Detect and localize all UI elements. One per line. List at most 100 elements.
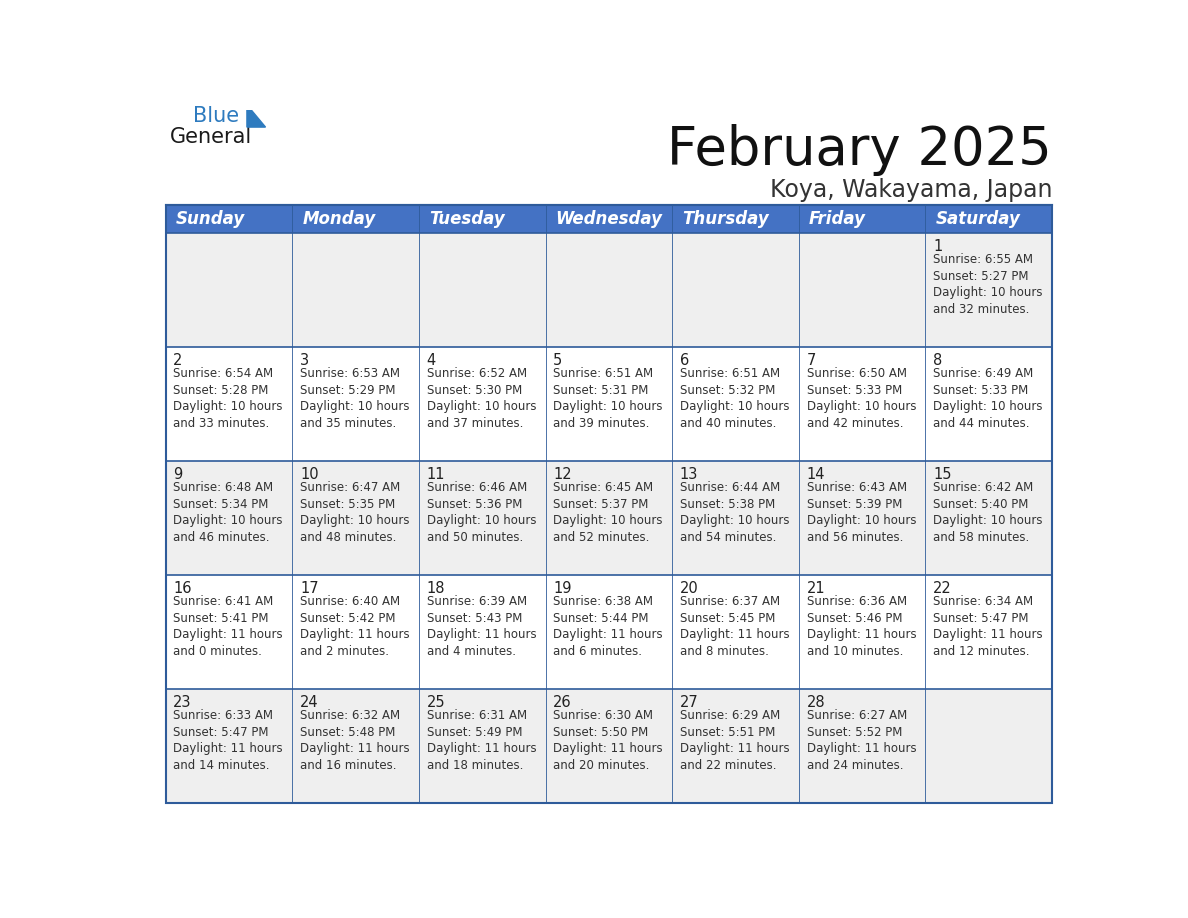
Bar — [672, 347, 798, 461]
Bar — [292, 461, 419, 576]
Text: Sunrise: 6:49 AM
Sunset: 5:33 PM
Daylight: 10 hours
and 44 minutes.: Sunrise: 6:49 AM Sunset: 5:33 PM Dayligh… — [934, 367, 1043, 430]
Text: 12: 12 — [554, 466, 571, 482]
Text: Sunrise: 6:44 AM
Sunset: 5:38 PM
Daylight: 10 hours
and 54 minutes.: Sunrise: 6:44 AM Sunset: 5:38 PM Dayligh… — [680, 481, 790, 543]
Text: Sunrise: 6:41 AM
Sunset: 5:41 PM
Daylight: 11 hours
and 0 minutes.: Sunrise: 6:41 AM Sunset: 5:41 PM Dayligh… — [173, 595, 283, 658]
Text: Sunrise: 6:46 AM
Sunset: 5:36 PM
Daylight: 10 hours
and 50 minutes.: Sunrise: 6:46 AM Sunset: 5:36 PM Dayligh… — [426, 481, 536, 543]
Text: Sunrise: 6:48 AM
Sunset: 5:34 PM
Daylight: 10 hours
and 46 minutes.: Sunrise: 6:48 AM Sunset: 5:34 PM Dayligh… — [173, 481, 283, 543]
Bar — [798, 347, 925, 461]
Text: 26: 26 — [554, 695, 571, 710]
Text: 6: 6 — [680, 353, 689, 368]
Text: 20: 20 — [680, 580, 699, 596]
Bar — [165, 206, 1053, 803]
Text: Sunrise: 6:51 AM
Sunset: 5:32 PM
Daylight: 10 hours
and 40 minutes.: Sunrise: 6:51 AM Sunset: 5:32 PM Dayligh… — [680, 367, 790, 430]
Bar — [672, 576, 798, 689]
Text: 1: 1 — [934, 239, 942, 253]
Bar — [292, 576, 419, 689]
Text: 17: 17 — [299, 580, 318, 596]
Bar — [165, 206, 292, 233]
Text: Sunday: Sunday — [176, 210, 245, 229]
Bar — [798, 206, 925, 233]
Bar — [925, 206, 1053, 233]
Text: Sunrise: 6:42 AM
Sunset: 5:40 PM
Daylight: 10 hours
and 58 minutes.: Sunrise: 6:42 AM Sunset: 5:40 PM Dayligh… — [934, 481, 1043, 543]
Bar — [419, 206, 545, 233]
Bar — [292, 233, 419, 347]
Bar — [798, 689, 925, 803]
Text: Sunrise: 6:54 AM
Sunset: 5:28 PM
Daylight: 10 hours
and 33 minutes.: Sunrise: 6:54 AM Sunset: 5:28 PM Dayligh… — [173, 367, 283, 430]
Bar — [545, 576, 672, 689]
Bar — [798, 233, 925, 347]
Bar — [925, 576, 1053, 689]
Text: 10: 10 — [299, 466, 318, 482]
Text: 11: 11 — [426, 466, 446, 482]
Bar — [798, 576, 925, 689]
Bar — [292, 206, 419, 233]
Bar — [419, 461, 545, 576]
Text: 15: 15 — [934, 466, 952, 482]
Polygon shape — [247, 105, 266, 127]
Text: 7: 7 — [807, 353, 816, 368]
Text: Sunrise: 6:33 AM
Sunset: 5:47 PM
Daylight: 11 hours
and 14 minutes.: Sunrise: 6:33 AM Sunset: 5:47 PM Dayligh… — [173, 710, 283, 772]
Bar — [292, 689, 419, 803]
Text: 3: 3 — [299, 353, 309, 368]
Text: Sunrise: 6:36 AM
Sunset: 5:46 PM
Daylight: 11 hours
and 10 minutes.: Sunrise: 6:36 AM Sunset: 5:46 PM Dayligh… — [807, 595, 916, 658]
Bar — [165, 233, 292, 347]
Bar — [545, 233, 672, 347]
Text: Sunrise: 6:32 AM
Sunset: 5:48 PM
Daylight: 11 hours
and 16 minutes.: Sunrise: 6:32 AM Sunset: 5:48 PM Dayligh… — [299, 710, 410, 772]
Text: Friday: Friday — [809, 210, 866, 229]
Text: 5: 5 — [554, 353, 563, 368]
Text: General: General — [170, 127, 252, 147]
Text: Sunrise: 6:30 AM
Sunset: 5:50 PM
Daylight: 11 hours
and 20 minutes.: Sunrise: 6:30 AM Sunset: 5:50 PM Dayligh… — [554, 710, 663, 772]
Text: 27: 27 — [680, 695, 699, 710]
Text: Monday: Monday — [302, 210, 375, 229]
Text: 24: 24 — [299, 695, 318, 710]
Bar — [672, 461, 798, 576]
Bar — [419, 576, 545, 689]
Text: Sunrise: 6:29 AM
Sunset: 5:51 PM
Daylight: 11 hours
and 22 minutes.: Sunrise: 6:29 AM Sunset: 5:51 PM Dayligh… — [680, 710, 790, 772]
Text: Sunrise: 6:50 AM
Sunset: 5:33 PM
Daylight: 10 hours
and 42 minutes.: Sunrise: 6:50 AM Sunset: 5:33 PM Dayligh… — [807, 367, 916, 430]
Bar — [419, 347, 545, 461]
Text: 13: 13 — [680, 466, 699, 482]
Text: Sunrise: 6:43 AM
Sunset: 5:39 PM
Daylight: 10 hours
and 56 minutes.: Sunrise: 6:43 AM Sunset: 5:39 PM Dayligh… — [807, 481, 916, 543]
Bar — [798, 461, 925, 576]
Bar — [672, 689, 798, 803]
Text: Sunrise: 6:31 AM
Sunset: 5:49 PM
Daylight: 11 hours
and 18 minutes.: Sunrise: 6:31 AM Sunset: 5:49 PM Dayligh… — [426, 710, 536, 772]
Bar — [419, 689, 545, 803]
Bar — [165, 461, 292, 576]
Bar — [672, 206, 798, 233]
Text: Sunrise: 6:51 AM
Sunset: 5:31 PM
Daylight: 10 hours
and 39 minutes.: Sunrise: 6:51 AM Sunset: 5:31 PM Dayligh… — [554, 367, 663, 430]
Text: 22: 22 — [934, 580, 952, 596]
Text: 21: 21 — [807, 580, 826, 596]
Text: 8: 8 — [934, 353, 942, 368]
Bar — [292, 347, 419, 461]
Text: Sunrise: 6:45 AM
Sunset: 5:37 PM
Daylight: 10 hours
and 52 minutes.: Sunrise: 6:45 AM Sunset: 5:37 PM Dayligh… — [554, 481, 663, 543]
Bar — [925, 233, 1053, 347]
Text: Sunrise: 6:37 AM
Sunset: 5:45 PM
Daylight: 11 hours
and 8 minutes.: Sunrise: 6:37 AM Sunset: 5:45 PM Dayligh… — [680, 595, 790, 658]
Text: Sunrise: 6:39 AM
Sunset: 5:43 PM
Daylight: 11 hours
and 4 minutes.: Sunrise: 6:39 AM Sunset: 5:43 PM Dayligh… — [426, 595, 536, 658]
Text: 14: 14 — [807, 466, 826, 482]
Bar — [165, 689, 292, 803]
Bar — [545, 206, 672, 233]
Bar — [545, 461, 672, 576]
Text: Wednesday: Wednesday — [556, 210, 663, 229]
Text: 4: 4 — [426, 353, 436, 368]
Text: 2: 2 — [173, 353, 183, 368]
Text: Sunrise: 6:40 AM
Sunset: 5:42 PM
Daylight: 11 hours
and 2 minutes.: Sunrise: 6:40 AM Sunset: 5:42 PM Dayligh… — [299, 595, 410, 658]
Text: Koya, Wakayama, Japan: Koya, Wakayama, Japan — [770, 178, 1053, 202]
Text: 16: 16 — [173, 580, 191, 596]
Text: February 2025: February 2025 — [668, 124, 1053, 176]
Text: 25: 25 — [426, 695, 446, 710]
Text: Saturday: Saturday — [936, 210, 1020, 229]
Text: 18: 18 — [426, 580, 446, 596]
Text: Sunrise: 6:38 AM
Sunset: 5:44 PM
Daylight: 11 hours
and 6 minutes.: Sunrise: 6:38 AM Sunset: 5:44 PM Dayligh… — [554, 595, 663, 658]
Bar — [925, 689, 1053, 803]
Text: 28: 28 — [807, 695, 826, 710]
Text: Thursday: Thursday — [682, 210, 769, 229]
Text: Sunrise: 6:47 AM
Sunset: 5:35 PM
Daylight: 10 hours
and 48 minutes.: Sunrise: 6:47 AM Sunset: 5:35 PM Dayligh… — [299, 481, 410, 543]
Text: Sunrise: 6:27 AM
Sunset: 5:52 PM
Daylight: 11 hours
and 24 minutes.: Sunrise: 6:27 AM Sunset: 5:52 PM Dayligh… — [807, 710, 916, 772]
Text: Tuesday: Tuesday — [429, 210, 505, 229]
Bar — [419, 233, 545, 347]
Bar — [165, 347, 292, 461]
Text: Sunrise: 6:53 AM
Sunset: 5:29 PM
Daylight: 10 hours
and 35 minutes.: Sunrise: 6:53 AM Sunset: 5:29 PM Dayligh… — [299, 367, 410, 430]
Text: Sunrise: 6:34 AM
Sunset: 5:47 PM
Daylight: 11 hours
and 12 minutes.: Sunrise: 6:34 AM Sunset: 5:47 PM Dayligh… — [934, 595, 1043, 658]
Text: Blue: Blue — [192, 106, 239, 126]
